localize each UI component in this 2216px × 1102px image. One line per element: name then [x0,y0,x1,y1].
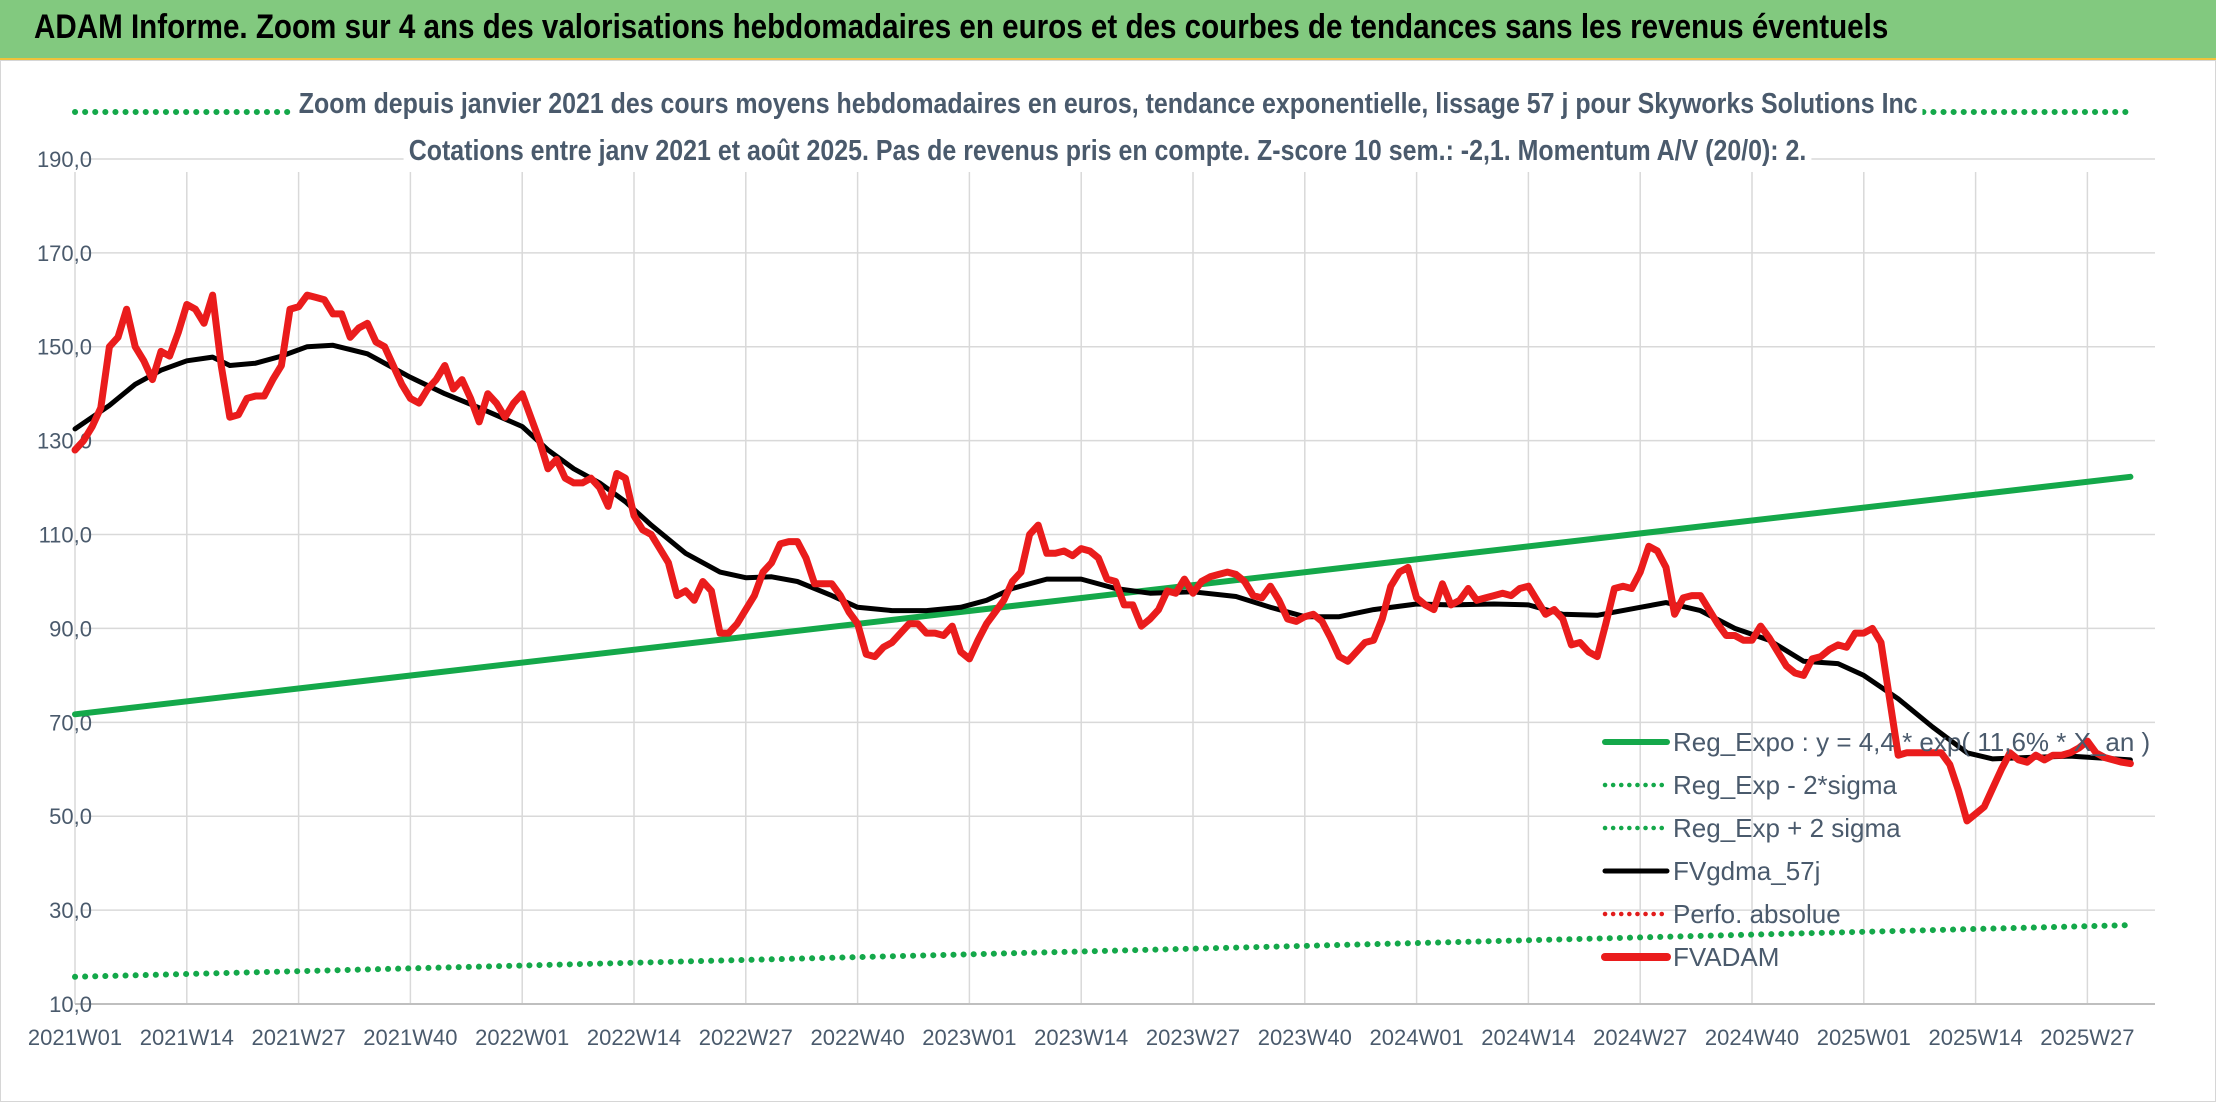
x-tick-label: 2023W01 [922,1025,1016,1050]
legend-label: Perfo. absolue [1673,899,1841,929]
x-tick-label: 2023W27 [1146,1025,1240,1050]
report-banner: ADAM Informe. Zoom sur 4 ans des valoris… [0,0,2216,60]
y-tick-label: 90,0 [49,616,92,641]
series-line-fvgdma-57j [72,342,2133,763]
y-tick-label: 50,0 [49,804,92,829]
x-tick-label: 2024W14 [1481,1025,1575,1050]
legend-label: FVADAM [1673,942,1779,972]
report-title: ADAM Informe. Zoom sur 4 ans des valoris… [34,8,1889,46]
chart-title: Zoom depuis janvier 2021 des cours moyen… [0,88,2216,121]
series-line-fvadam [71,291,2134,825]
x-tick-label: 2021W40 [363,1025,457,1050]
series-line-reg-expo [72,473,2134,718]
y-tick-label: 30,0 [49,898,92,923]
y-tick-label: 110,0 [39,523,92,548]
x-tick-label: 2023W40 [1258,1025,1352,1050]
y-tick-label: 170,0 [37,241,92,266]
x-tick-label: 2025W14 [1929,1025,2023,1050]
chart-subtitle: Cotations entre janv 2021 et août 2025. … [0,135,2216,168]
legend-label: Reg_Exp - 2*sigma [1673,770,1898,800]
legend-label: Reg_Exp + 2 sigma [1673,813,1901,843]
x-tick-label: 2024W27 [1593,1025,1687,1050]
axis-ticks: 10,030,050,070,090,0110,0130,0150,0170,0… [28,147,2135,1050]
x-tick-label: 2025W01 [1817,1025,1911,1050]
x-tick-label: 2022W40 [811,1025,905,1050]
x-tick-label: 2022W01 [475,1025,569,1050]
x-tick-label: 2024W40 [1705,1025,1799,1050]
y-tick-label: 10,0 [49,992,92,1017]
y-tick-label: 190,0 [37,147,92,172]
series-line-reg-exp-2-sigma [72,922,2134,980]
chart-legend: Reg_Expo : y = 4,4 * exp( 11,6% * X_an )… [1601,727,2150,972]
x-tick-label: 2022W27 [699,1025,793,1050]
legend-label: Reg_Expo : y = 4,4 * exp( 11,6% * X_an ) [1673,727,2150,757]
chart-series [71,109,2134,980]
y-tick-label: 150,0 [37,335,92,360]
x-tick-label: 2024W01 [1370,1025,1464,1050]
x-tick-label: 2021W01 [28,1025,122,1050]
x-tick-label: 2021W27 [252,1025,346,1050]
legend-label: FVgdma_57j [1673,856,1820,886]
x-tick-label: 2025W27 [2040,1025,2134,1050]
x-tick-label: 2022W14 [587,1025,681,1050]
x-tick-label: 2023W14 [1034,1025,1128,1050]
x-tick-label: 2021W14 [140,1025,234,1050]
